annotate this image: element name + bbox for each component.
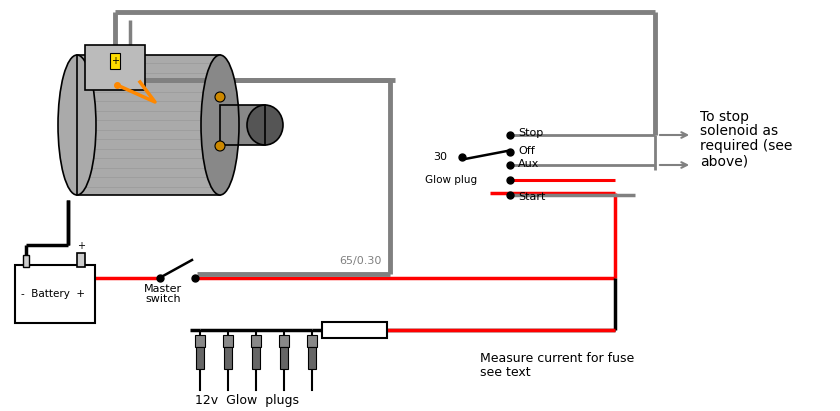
Bar — [77, 55, 220, 195]
Ellipse shape — [215, 92, 225, 102]
Ellipse shape — [58, 55, 96, 195]
Bar — [308, 347, 316, 369]
Bar — [252, 347, 260, 369]
Ellipse shape — [215, 141, 225, 151]
Text: 65/0.30: 65/0.30 — [339, 256, 381, 266]
Text: Off: Off — [518, 146, 535, 156]
Text: above): above) — [700, 154, 748, 168]
Text: Aux: Aux — [518, 159, 539, 169]
Text: +: + — [111, 56, 119, 66]
Bar — [77, 55, 220, 195]
Bar — [220, 105, 265, 145]
Text: -  Battery  +: - Battery + — [21, 289, 85, 299]
Ellipse shape — [247, 105, 283, 145]
Bar — [196, 347, 204, 369]
Bar — [223, 335, 233, 347]
Text: Glow plug: Glow plug — [425, 175, 477, 185]
Bar — [220, 105, 265, 145]
Bar — [23, 255, 29, 267]
Bar — [224, 347, 232, 369]
Bar — [279, 335, 289, 347]
Text: To stop: To stop — [700, 110, 749, 124]
Text: Start: Start — [518, 192, 545, 202]
Ellipse shape — [201, 55, 239, 195]
Text: required (see: required (see — [700, 139, 792, 153]
Text: solenoid as: solenoid as — [700, 124, 778, 138]
Bar — [322, 322, 387, 338]
Bar — [280, 347, 288, 369]
Bar — [15, 265, 95, 323]
Text: +: + — [77, 241, 85, 251]
Bar — [195, 335, 205, 347]
Bar — [77, 253, 85, 267]
Text: Master: Master — [144, 284, 182, 294]
Bar — [110, 53, 120, 69]
Text: Stop: Stop — [518, 128, 543, 138]
Bar — [307, 335, 317, 347]
Text: 12v  Glow  plugs: 12v Glow plugs — [195, 394, 299, 407]
Text: Measure current for fuse: Measure current for fuse — [480, 352, 634, 365]
Bar — [85, 45, 145, 90]
Bar — [251, 335, 261, 347]
Text: switch: switch — [145, 294, 181, 304]
Text: 30: 30 — [433, 152, 447, 162]
Text: see text: see text — [480, 366, 531, 379]
